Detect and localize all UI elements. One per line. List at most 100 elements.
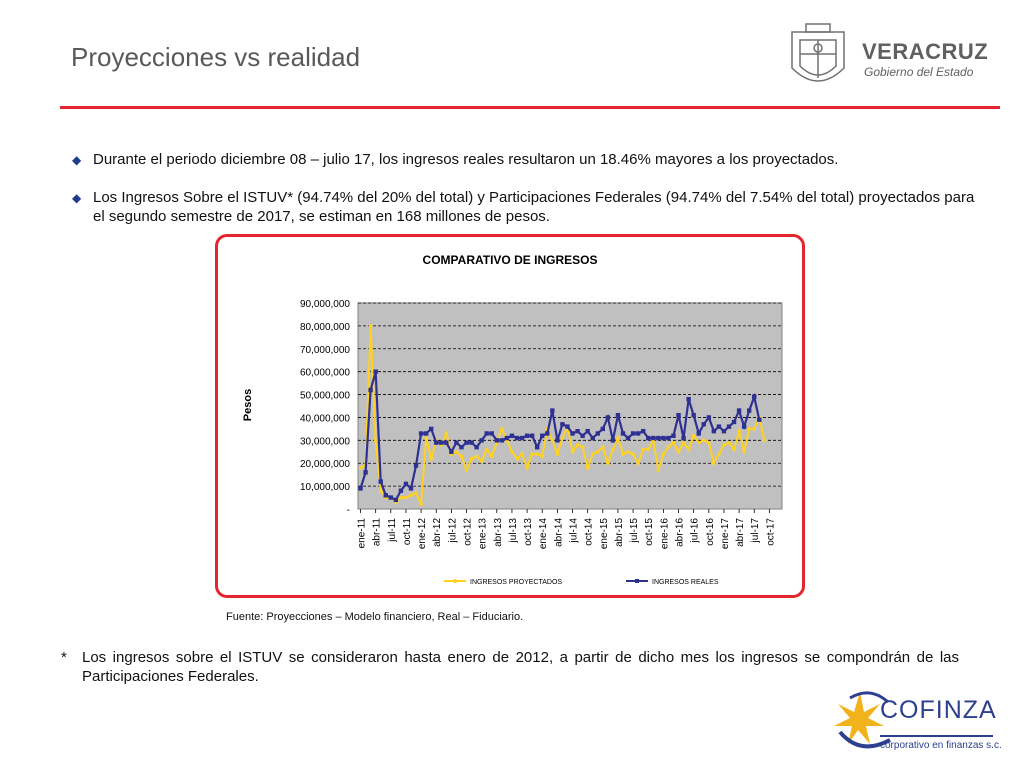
data-point <box>691 433 696 438</box>
bullet-text: Los Ingresos Sobre el ISTUV* (94.74% del… <box>93 189 975 225</box>
data-point <box>676 449 681 454</box>
data-point <box>611 447 615 452</box>
data-point <box>388 495 394 500</box>
data-point <box>726 424 732 429</box>
data-point <box>373 369 378 374</box>
y-tick-label: 10,000,000 <box>300 482 350 493</box>
data-point <box>615 412 621 418</box>
data-point <box>681 435 686 441</box>
data-point <box>600 426 606 432</box>
data-point <box>413 463 419 468</box>
data-point <box>358 466 363 470</box>
data-point <box>383 493 388 498</box>
data-point <box>640 428 646 434</box>
data-point <box>716 424 722 429</box>
data-point <box>399 495 403 500</box>
data-point <box>469 456 474 461</box>
x-tick-label: ene-13 <box>478 518 489 550</box>
data-point <box>762 438 767 443</box>
data-point <box>504 435 510 441</box>
data-point <box>428 426 434 432</box>
data-point <box>747 427 751 431</box>
data-point <box>459 454 464 459</box>
x-tick-label: abr-17 <box>735 518 746 547</box>
data-point <box>580 433 585 438</box>
cofinza-logo-divider <box>880 735 993 737</box>
cofinza-logo-name: COFINZA <box>880 696 997 724</box>
data-point <box>681 440 686 445</box>
data-point <box>585 466 590 470</box>
data-point <box>590 435 595 441</box>
title-divider <box>60 106 1000 109</box>
cofinza-logo-icon <box>834 691 891 749</box>
data-point <box>686 447 691 452</box>
data-point <box>358 486 363 491</box>
income-comparison-chart: COMPARATIVO DE INGRESOS Pesos - 10,000,00… <box>242 253 783 586</box>
x-tick-label: oct-12 <box>463 518 474 546</box>
data-point <box>499 438 505 443</box>
data-point <box>635 431 641 436</box>
x-tick-label: abr-13 <box>493 518 504 547</box>
chart-source-note: Fuente: Proyecciones – Modelo financiero… <box>226 611 524 623</box>
data-point <box>550 408 555 413</box>
data-point <box>424 436 428 440</box>
data-point <box>524 433 530 438</box>
x-tick-label: jul-12 <box>447 518 458 544</box>
cofinza-logo-subtitle: corporativo en finanzas s.c. <box>880 740 1002 751</box>
x-tick-label: abr-14 <box>553 518 564 547</box>
data-point <box>721 428 727 434</box>
data-point <box>626 449 630 454</box>
data-point <box>590 452 595 456</box>
data-point <box>717 452 721 456</box>
x-tick-label: jul-11 <box>387 518 398 543</box>
x-tick-label: ene-14 <box>538 518 549 550</box>
data-point <box>454 440 459 445</box>
data-point <box>656 468 661 472</box>
x-tick-label: ene-15 <box>599 518 610 550</box>
data-point <box>757 417 762 422</box>
chart-y-axis-label: Pesos <box>242 389 254 421</box>
data-point <box>489 431 494 436</box>
data-point <box>656 435 661 441</box>
data-point <box>509 433 515 438</box>
x-tick-label: abr-16 <box>675 518 686 547</box>
data-point <box>489 454 494 459</box>
data-point <box>666 445 671 449</box>
data-point <box>646 435 651 441</box>
data-point <box>398 488 404 493</box>
data-point <box>363 470 368 475</box>
data-point <box>535 452 539 456</box>
x-tick-label: jul-16 <box>690 518 701 544</box>
data-point <box>540 454 545 459</box>
y-tick-label: 30,000,000 <box>300 436 350 447</box>
data-point <box>464 468 469 472</box>
data-point <box>630 431 636 436</box>
x-tick-label: jul-14 <box>569 518 580 544</box>
data-point <box>469 440 474 445</box>
footnote-text: Los ingresos sobre el ISTUV se considera… <box>82 649 959 685</box>
data-point <box>454 449 459 454</box>
data-point <box>378 479 383 484</box>
data-point <box>676 412 681 418</box>
data-point <box>530 452 534 456</box>
data-point <box>419 502 423 507</box>
data-point <box>651 435 656 441</box>
data-point <box>534 445 540 450</box>
data-point <box>373 438 378 443</box>
data-point <box>625 435 631 441</box>
data-point <box>712 461 716 466</box>
data-point <box>479 459 484 463</box>
x-tick-label: oct-15 <box>644 518 655 546</box>
data-point <box>418 431 424 436</box>
data-point <box>752 427 757 431</box>
data-point <box>722 443 726 447</box>
data-point <box>641 447 645 452</box>
data-point <box>696 440 701 445</box>
data-point <box>736 408 742 413</box>
data-point <box>403 481 409 487</box>
data-point <box>616 436 620 440</box>
x-tick-label: jul-17 <box>750 518 761 544</box>
data-point <box>601 445 605 449</box>
data-point <box>540 433 545 438</box>
data-point <box>595 449 600 454</box>
